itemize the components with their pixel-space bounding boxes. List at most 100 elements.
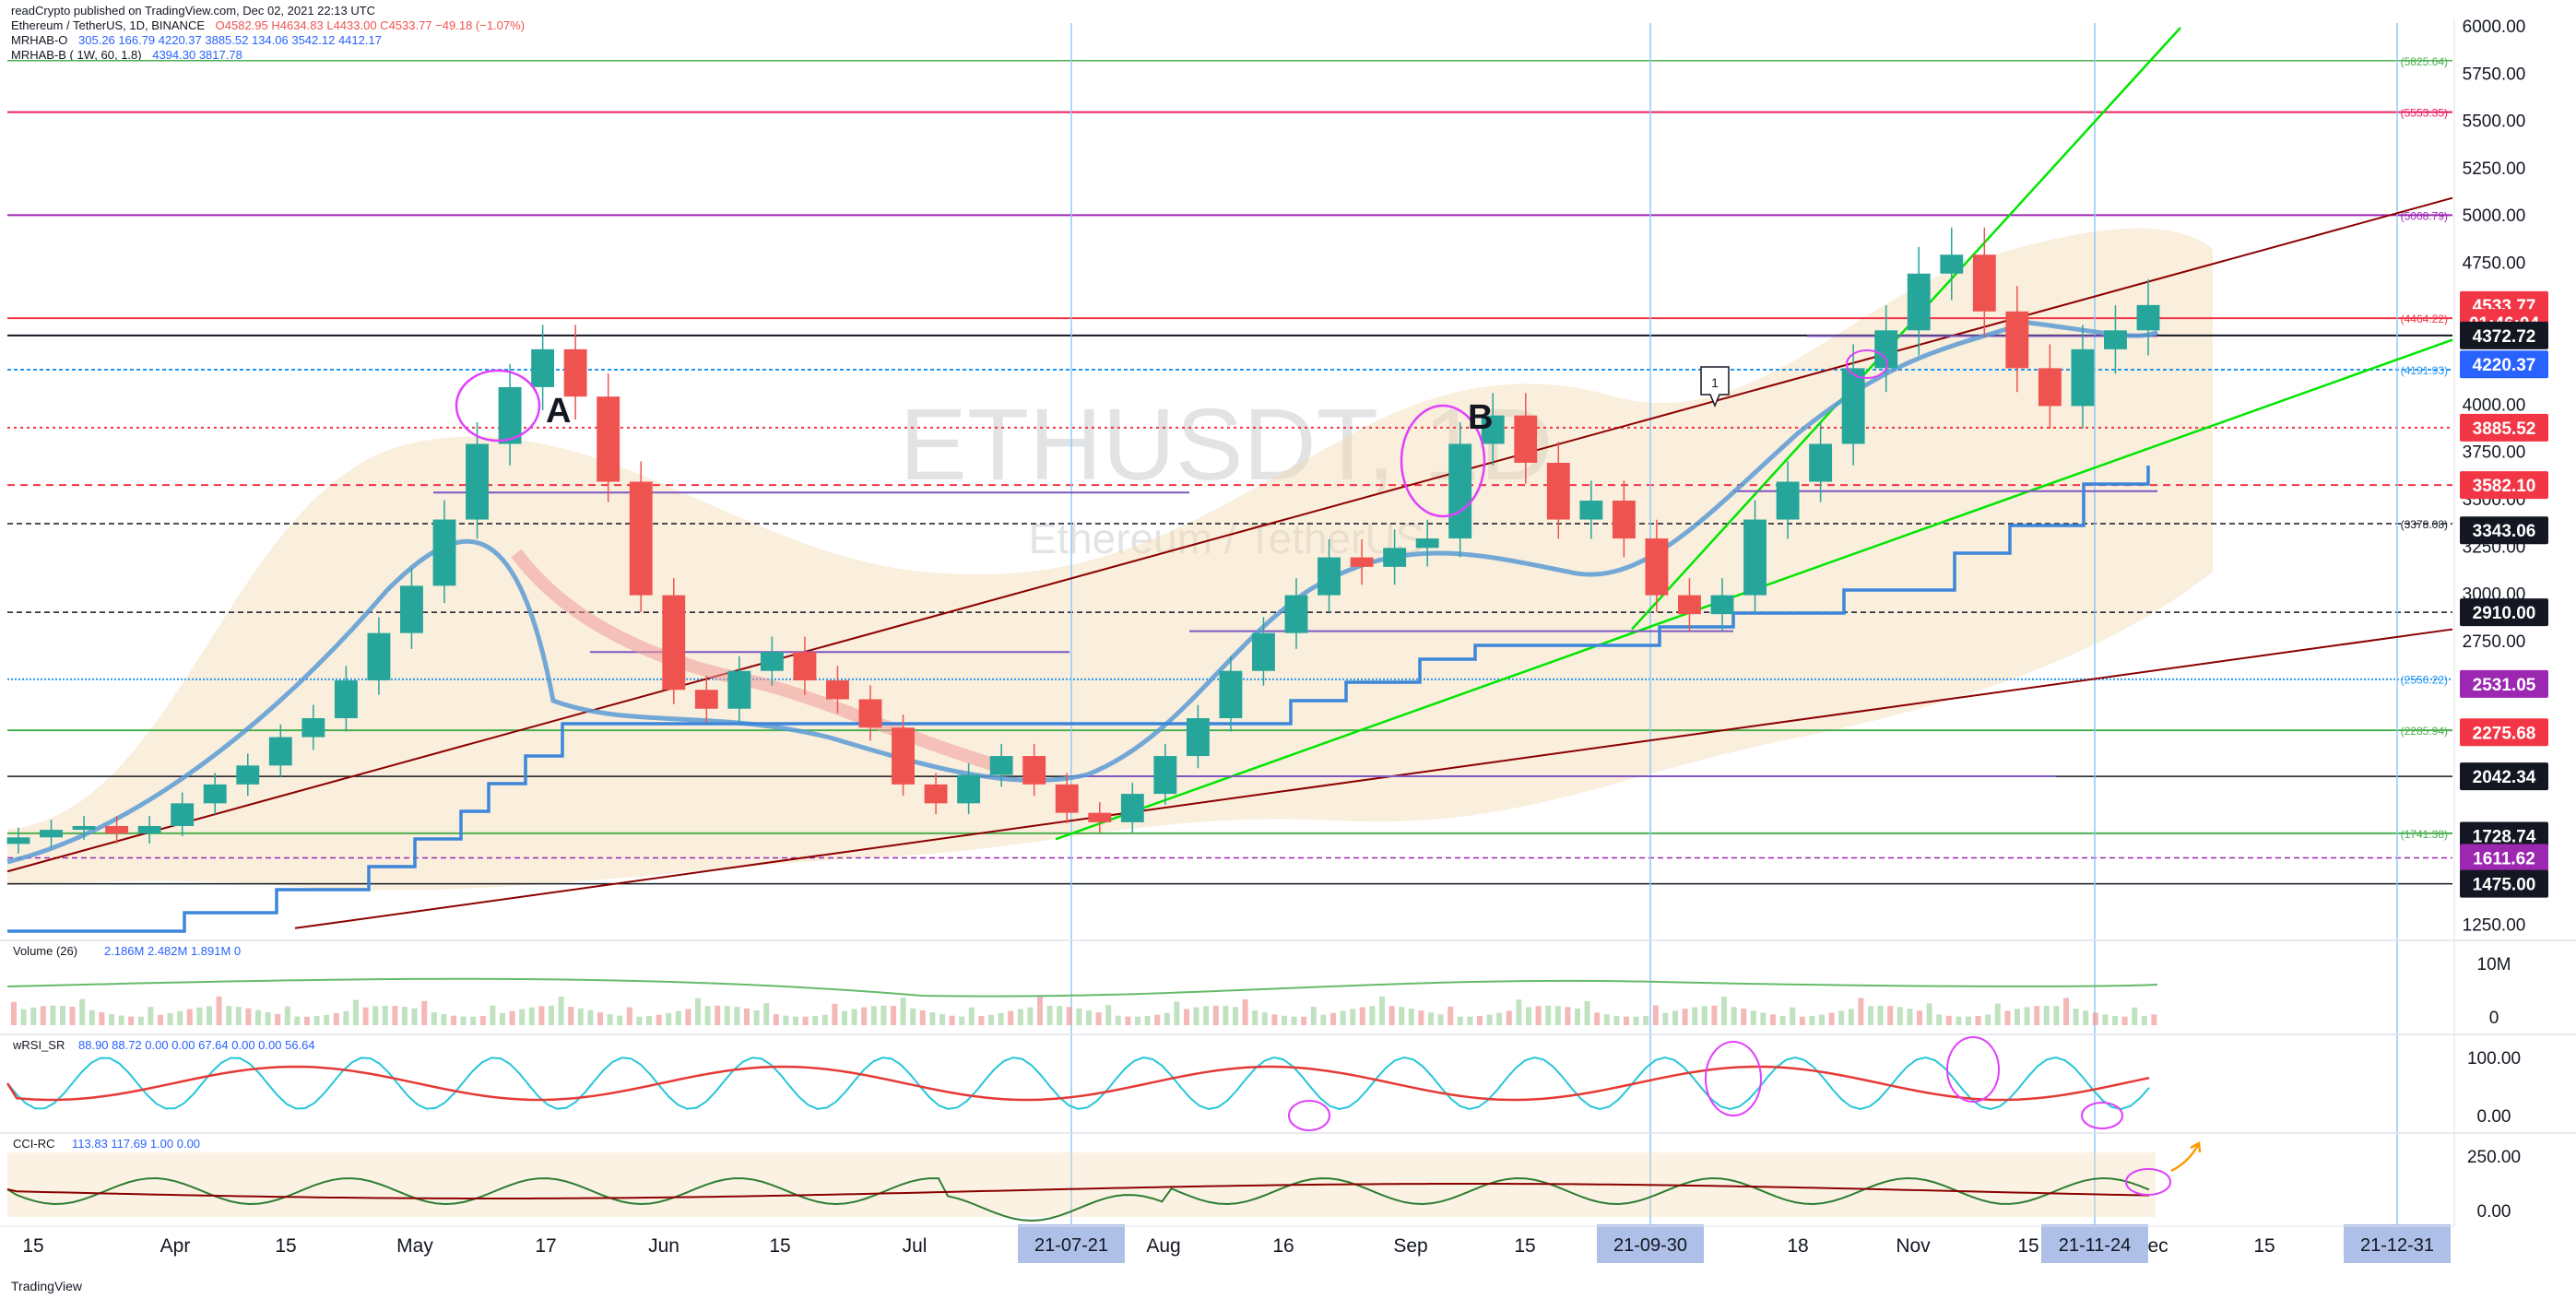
volume-bar [343,1010,349,1025]
volume-bar [1565,1007,1571,1025]
price-tag-label: 3582.10 [2473,477,2536,496]
volume-bar [1428,1012,1434,1025]
price-tag: 1611.62 [2460,844,2548,872]
symbol-line: Ethereum / TetherUS, 1D, BINANCE O4582.9… [11,18,532,32]
volume-bar [988,1014,994,1025]
date-highlight-label: 21-07-21 [1034,1235,1108,1256]
volume-bar [186,1009,193,1025]
envelope-band [7,228,2213,891]
volume-bar [372,1006,379,1025]
circle-annotation-a [455,369,541,443]
volume-bar [509,1010,515,1025]
price-tag-bg [2460,471,2548,500]
volume-bar [538,1006,545,1025]
volume-bar [656,1014,662,1025]
volume-bar [1966,1016,1971,1025]
level-label: (1741.38) [2401,828,2448,841]
price-tag-bg [2460,869,2548,898]
volume-bar [490,1005,496,1025]
candle-body [1350,557,1374,567]
volume-bar [1301,1016,1307,1025]
pane-title: wRSI_SR [12,1038,65,1052]
volume-bar [675,1010,681,1025]
candle-body [1481,415,1505,444]
price-tag-bg [2460,821,2548,850]
price-tag-label: 4372.72 [2473,327,2536,347]
price-tag-label: 1475.00 [2473,876,2536,895]
volume-bar [607,1014,613,1025]
volume-bar [1261,1012,1268,1025]
volume-bar [1506,1010,1512,1025]
volume-bar [1193,1007,1199,1025]
volume-bar [2015,1009,2020,1025]
wrsi-pane: wRSI_SR 88.90 88.72 0.00 0.00 67.64 0.00 … [0,1033,2576,1127]
volume-bar [470,1016,477,1025]
indicator-1-name[interactable]: MRHAB-O [11,33,68,47]
volume-bar [60,1006,65,1025]
volume-bar [2043,1005,2050,1025]
volume-bar [1369,1006,1376,1025]
y-tick-label: 5500.00 [2463,112,2526,132]
volume-bar [128,1016,135,1025]
pane-title: Volume (26) [13,944,77,958]
candle-body [1514,415,1538,463]
candle-body [826,679,849,700]
candle-body [1318,557,1341,596]
level-label: (2556.22) [2401,674,2448,687]
date-highlight-label: 21-11-24 [2059,1235,2132,1256]
candle-body [1743,519,1767,596]
volume-bar [734,1007,740,1025]
volume-bar [353,999,359,1025]
volume-bar [1662,1012,1669,1025]
volume-bar [216,996,222,1025]
candle-body [1612,501,1636,539]
candle-body [563,348,587,397]
candle-body [1415,538,1439,549]
volume-bar [724,1006,730,1025]
date-highlight: 21-09-30 [1597,1224,1704,1263]
volume-bar [1741,1009,1747,1025]
volume-bar [1242,998,1248,1025]
volume-bar [1760,1012,1767,1025]
price-tag: 4220.37 [2460,350,2548,379]
price-tag-label: 1611.62 [2473,850,2535,869]
volume-bar [1907,1009,1913,1025]
pane-values: 88.90 88.72 0.00 0.00 67.64 0.00 0.00 56… [78,1038,315,1052]
volume-bar [294,1016,301,1025]
volume-bar [802,1016,809,1025]
tradingview-logo: TradingView [11,1279,83,1293]
price-tag: 2042.34 [2460,762,2548,791]
volume-bar [929,1012,936,1025]
volume-bar [1994,1003,2001,1025]
candle-body [1284,595,1308,633]
volume-bar [1125,1016,1131,1025]
volume-bar [441,1014,447,1025]
volume-bar [1076,1008,1082,1025]
volume-bar [1848,1009,1854,1025]
volume-bar [1388,1006,1395,1025]
candle-body [694,690,718,709]
price-tag: 3343.06 [2460,516,2548,545]
date-highlight-bg [1597,1224,1704,1263]
indicator-2-name[interactable]: MRHAB-B ( 1W, 60, 1.8) [11,48,142,62]
volume-bar [255,1010,261,1025]
candle-body [466,443,489,520]
candle-body [367,632,391,680]
candle-body [957,774,981,804]
candle-body [1546,462,1570,520]
volume-bar [1828,1012,1835,1025]
x-tick-label: Jun [648,1235,679,1257]
volume-bar [939,1014,945,1025]
x-tick-label: Aug [1146,1235,1180,1257]
candle-body [1186,718,1210,757]
volume-bar [1418,1010,1424,1025]
price-tag-bg [2460,350,2548,379]
volume-bar [558,997,564,1025]
volume-bar [1624,1016,1629,1025]
price-tag-bg [2460,516,2548,545]
volume-bar [949,1015,955,1025]
volume-bar [284,1006,290,1025]
symbol-label[interactable]: Ethereum / TetherUS, 1D, BINANCE [11,18,206,32]
volume-bar [1711,1005,1718,1025]
